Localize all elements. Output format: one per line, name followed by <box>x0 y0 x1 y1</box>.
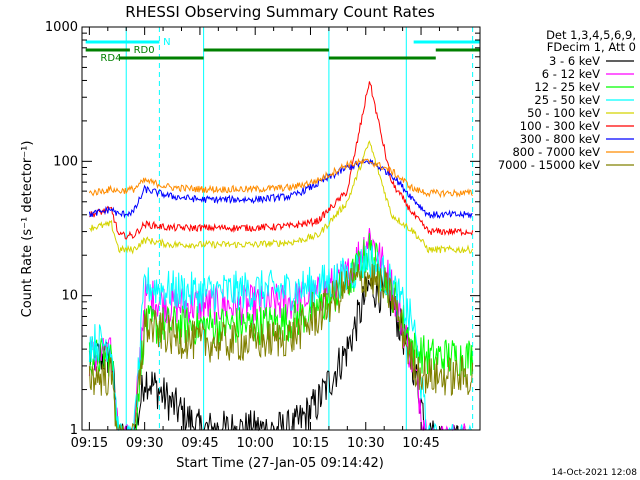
x-axis-label: Start Time (27-Jan-05 09:14:42) <box>176 456 384 471</box>
legend-header-1: FDecim 1, Att 0 <box>547 40 636 54</box>
legend-label-0: 3 - 6 keV <box>549 54 600 68</box>
series-line-25-50-kev <box>88 245 473 432</box>
x-axis: 09:15 09:30 09:45 10:00 10:15 10:30 10:45 <box>71 27 459 451</box>
legend-label-6: 300 - 800 keV <box>520 132 600 146</box>
y-tick-label-2: 100 <box>53 154 78 169</box>
x-tick-label-5: 10:30 <box>347 436 384 451</box>
series-line-100-300-kev <box>89 81 474 240</box>
y-axis: 1 10 100 1000 <box>45 20 480 438</box>
legend-label-8: 7000 - 15000 keV <box>498 158 600 172</box>
legend-label-4: 50 - 100 keV <box>527 106 600 120</box>
legend-label-1: 6 - 12 keV <box>542 67 600 81</box>
flag-n-label: N <box>163 37 170 48</box>
x-tick-label-4: 10:15 <box>292 436 329 451</box>
footer-date: 14-Oct-2021 12:08 <box>552 468 638 478</box>
x-tick-label-0: 09:15 <box>71 436 108 451</box>
y-tick-label-0: 1 <box>70 423 78 438</box>
x-tick-label-1: 09:30 <box>126 436 163 451</box>
y-axis-label: Count Rate (s⁻¹ detector⁻¹) <box>20 141 35 318</box>
flag-rd4-label: RD4 <box>100 53 121 64</box>
flag-rd0-label: RD0 <box>134 45 155 56</box>
plot-frame <box>81 26 481 431</box>
legend-label-2: 12 - 25 keV <box>534 80 600 94</box>
x-tick-label-2: 09:45 <box>181 436 218 451</box>
y-tick-label-3: 1000 <box>45 20 78 35</box>
legend-label-7: 800 - 7000 keV <box>512 145 600 159</box>
series-line-50-100-kev <box>89 140 474 255</box>
series-line-300-800-kev <box>88 158 473 220</box>
chart-title: RHESSI Observing Summary Count Rates <box>125 3 435 21</box>
y-tick-label-1: 10 <box>61 289 78 304</box>
legend-label-5: 100 - 300 keV <box>520 119 600 133</box>
x-tick-label-3: 10:00 <box>236 436 273 451</box>
legend-label-3: 25 - 50 keV <box>534 93 600 107</box>
legend: Det 1,3,4,5,6,9,FDecim 1, Att 03 - 6 keV… <box>498 28 636 172</box>
series-line-7000-15000-kev <box>88 263 474 431</box>
legend-header-0: Det 1,3,4,5,6,9, <box>546 28 636 42</box>
x-tick-label-6: 10:45 <box>402 436 439 451</box>
series-line-800-7000-kev <box>88 157 473 199</box>
